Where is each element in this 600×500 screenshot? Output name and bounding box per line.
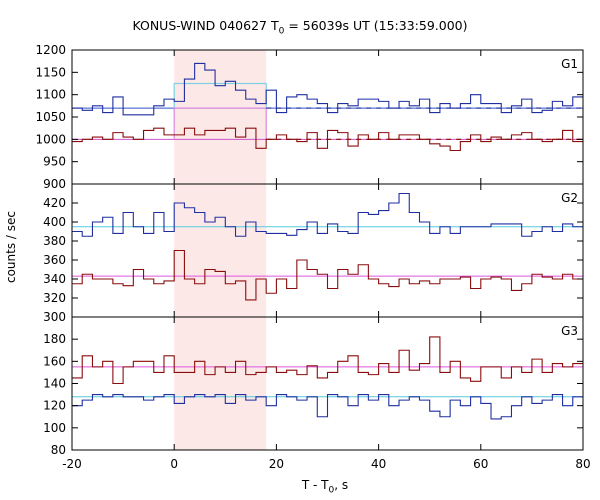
chart-title: KONUS-WIND 040627 T0 = 56039s UT (15:33:… bbox=[132, 18, 468, 37]
y-tick-label: 1050 bbox=[35, 110, 66, 124]
panel-label-g2: G2 bbox=[561, 191, 578, 205]
panel-frame-g1 bbox=[71, 49, 584, 185]
y-tick-label: 1200 bbox=[35, 43, 66, 57]
x-tick-label: 20 bbox=[269, 457, 284, 471]
series-line-g3-1 bbox=[72, 394, 583, 420]
x-tick-label: 80 bbox=[575, 457, 590, 471]
panel-frame-g3 bbox=[71, 316, 584, 451]
x-tick-label: 60 bbox=[473, 457, 488, 471]
y-tick-label: 160 bbox=[43, 354, 66, 368]
y-tick-label: 1000 bbox=[35, 132, 66, 146]
y-tick-label: 300 bbox=[43, 310, 66, 324]
x-tick-label: -20 bbox=[62, 457, 82, 471]
y-tick-label: 340 bbox=[43, 272, 66, 286]
y-tick-label: 180 bbox=[43, 332, 66, 346]
y-tick-label: 360 bbox=[43, 253, 66, 267]
y-tick-label: 400 bbox=[43, 215, 66, 229]
series-line-g1-1 bbox=[72, 127, 583, 152]
y-tick-label: 80 bbox=[51, 443, 66, 457]
y-tick-label: 1100 bbox=[35, 88, 66, 102]
series-line-g1-0 bbox=[72, 62, 583, 116]
x-tick-label: 40 bbox=[371, 457, 386, 471]
interval-mean-red bbox=[173, 107, 267, 140]
series-line-g3-0 bbox=[72, 336, 583, 385]
x-tick-label: 0 bbox=[170, 457, 178, 471]
series-line-g2-0 bbox=[72, 192, 583, 237]
highlight-band bbox=[174, 50, 267, 450]
panel-label-g3: G3 bbox=[561, 324, 578, 338]
panel-label-g1: G1 bbox=[561, 57, 578, 71]
y-tick-label: 420 bbox=[43, 196, 66, 210]
y-tick-label: 950 bbox=[43, 155, 66, 169]
y-tick-label: 1150 bbox=[35, 65, 66, 79]
y-tick-label: 900 bbox=[43, 177, 66, 191]
y-tick-label: 120 bbox=[43, 399, 66, 413]
y-tick-label: 380 bbox=[43, 234, 66, 248]
y-tick-label: 320 bbox=[43, 291, 66, 305]
y-tick-label: 100 bbox=[43, 421, 66, 435]
series-line-g2-1 bbox=[72, 249, 583, 301]
panel-frame-g2 bbox=[71, 183, 584, 318]
y-tick-label: 140 bbox=[43, 377, 66, 391]
x-axis-label: T - T0, s bbox=[301, 478, 349, 496]
